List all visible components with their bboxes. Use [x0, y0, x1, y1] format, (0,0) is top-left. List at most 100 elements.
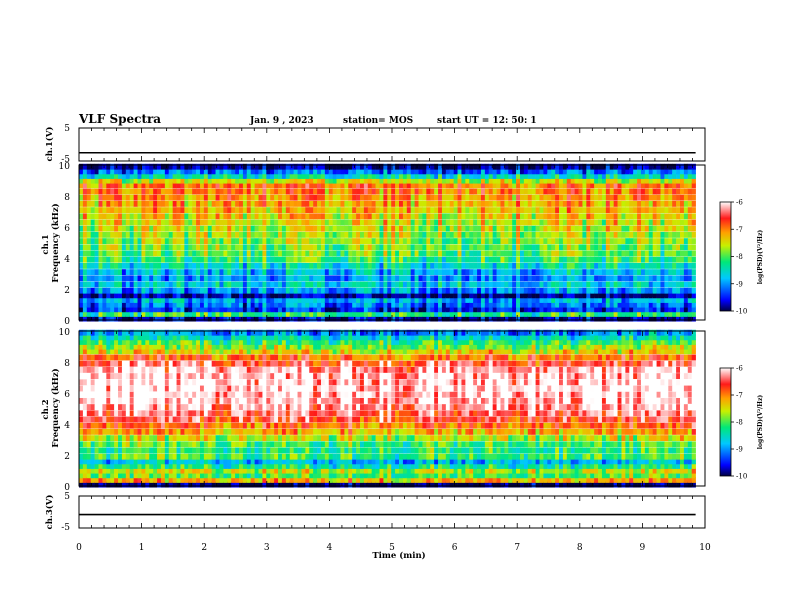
spectrogram-cell	[543, 219, 548, 226]
spectrogram-cell	[203, 207, 209, 214]
spectrogram-cell	[367, 163, 372, 170]
spectrogram-cell	[266, 219, 271, 226]
spectrogram-cell	[281, 177, 287, 184]
spectrogram-cell	[594, 297, 599, 303]
spectrogram-cell	[90, 458, 95, 465]
spectrogram-cell	[196, 225, 201, 232]
spectrogram-cell	[527, 238, 532, 245]
spectrogram-cell	[137, 168, 142, 175]
spectrogram-cell	[106, 373, 111, 380]
spectrogram-cell	[219, 219, 224, 226]
spectrogram-cell	[664, 250, 669, 257]
spectrogram-cell	[114, 182, 119, 189]
spectrogram-cell	[188, 292, 193, 299]
spectrogram-cell	[141, 256, 146, 263]
spectrogram-cell	[430, 275, 435, 282]
spectrogram-cell	[301, 173, 306, 179]
spectrogram-cell	[543, 238, 548, 245]
spectrogram-cell	[98, 397, 103, 404]
spectrogram-cell	[79, 477, 84, 483]
spectrogram-cell	[180, 207, 185, 214]
spectrogram-cell	[118, 250, 123, 257]
spectrogram-cell	[266, 200, 271, 207]
spectrogram-cell	[281, 306, 287, 313]
spectrogram-cell	[86, 435, 92, 442]
spectrogram-cell	[551, 275, 556, 282]
spectrogram-cell	[285, 182, 291, 189]
spectrogram-cell	[414, 275, 419, 282]
spectrogram-cell	[328, 301, 333, 308]
spectrogram-cell	[223, 281, 228, 288]
spectrogram-cell	[332, 306, 337, 313]
spectrogram-cell	[258, 281, 263, 288]
spectrogram-cell	[176, 182, 181, 189]
spectrogram-cell	[313, 173, 318, 179]
spectrogram-cell	[336, 219, 341, 226]
spectrogram-cell	[500, 219, 505, 226]
spectrogram-cell	[562, 188, 568, 195]
spectrogram-cell	[379, 219, 384, 226]
spectrogram-cell	[402, 168, 408, 175]
spectrogram-cell	[500, 306, 505, 313]
spectrogram-cell	[133, 250, 138, 257]
spectrogram-cell	[652, 188, 657, 195]
spectrogram-cell	[457, 194, 462, 201]
spectrogram-cell	[262, 311, 267, 317]
spectrogram-cell	[110, 366, 115, 373]
spectrogram-cell	[574, 213, 579, 220]
spectrogram-cell	[285, 250, 291, 257]
spectrogram-cell	[527, 269, 532, 276]
spectrogram-cell	[352, 168, 357, 175]
spectrogram-cell	[215, 301, 220, 308]
spectrogram-cell	[90, 182, 95, 189]
spectrogram-cell	[480, 281, 486, 288]
spectrogram-cell	[313, 269, 318, 276]
spectrogram-cell	[188, 200, 193, 207]
spectrogram-cell	[621, 225, 626, 232]
spectrogram-cell	[344, 250, 349, 257]
spectrogram-cell	[359, 306, 365, 313]
spectrogram-cell	[422, 244, 427, 251]
spectrogram-cell	[484, 287, 490, 294]
spectrogram-cell	[332, 244, 337, 251]
spectrogram-cell	[363, 275, 369, 282]
spectrogram-cell	[176, 315, 181, 322]
spectrogram-cell	[492, 225, 497, 232]
spectrogram-cell	[516, 306, 521, 313]
spectrogram-cell	[418, 213, 423, 220]
spectrogram-cell	[656, 188, 661, 195]
spectrogram-cell	[434, 177, 439, 184]
spectrogram-cell	[157, 250, 162, 257]
spectrogram-cell	[231, 188, 236, 195]
spectrogram-cell	[617, 301, 622, 308]
spectrogram-cell	[527, 297, 532, 303]
spectrogram-cell	[106, 334, 111, 341]
spectrogram-cell	[680, 292, 685, 299]
spectrogram-cell	[246, 281, 252, 288]
spectrogram-cell	[278, 256, 283, 263]
spectrogram-cell	[598, 269, 603, 276]
spectrogram-cell	[406, 200, 412, 207]
spectrogram-cell	[199, 219, 205, 226]
spectrogram-cell	[82, 397, 88, 404]
spectrogram-cell	[137, 219, 142, 226]
spectrogram-cell	[683, 177, 689, 184]
spectrogram-cell	[605, 297, 611, 303]
spectrogram-cell	[590, 177, 595, 184]
spectrogram-cell	[160, 188, 166, 195]
spectrogram-cell	[289, 238, 294, 245]
spectrogram-cell	[86, 410, 92, 417]
spectrogram-cell	[445, 182, 451, 189]
spectrogram-cell	[180, 275, 185, 282]
spectrogram-cell	[559, 244, 564, 251]
spectrogram-cell	[519, 188, 525, 195]
spectrogram-cell	[578, 281, 583, 288]
spectrogram-cell	[266, 256, 271, 263]
spectrogram-cell	[106, 200, 111, 207]
spectrogram-cell	[98, 244, 103, 251]
spectrogram-cell	[203, 182, 209, 189]
spectrogram-cell	[430, 163, 435, 170]
spectrogram-cell	[449, 231, 454, 238]
spectrogram-cell	[270, 182, 275, 189]
spectrogram-cell	[160, 256, 166, 263]
